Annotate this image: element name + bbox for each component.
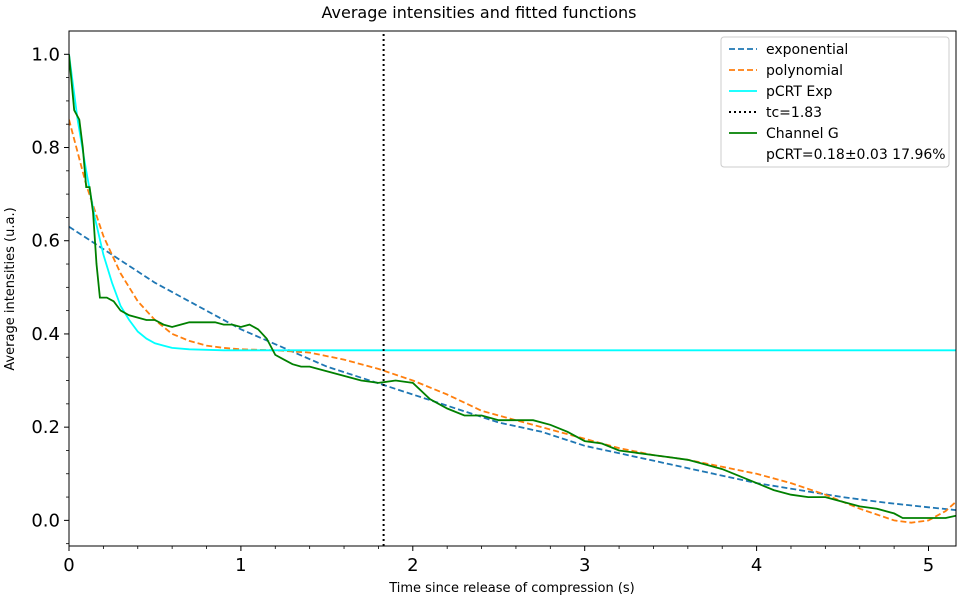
x-tick-label: 2 — [407, 555, 418, 576]
y-tick-label: 0.0 — [31, 510, 60, 531]
series-line-channel-g — [69, 54, 956, 519]
y-tick-label: 0.6 — [31, 231, 60, 252]
y-tick-label: 0.4 — [31, 324, 60, 345]
legend-pcrt-label: pCRT=0.18±0.03 17.96% — [766, 147, 946, 163]
plot-frame — [68, 30, 957, 547]
legend-box — [720, 36, 950, 168]
legend-entry-label: exponential — [766, 42, 848, 58]
x-axis-label: Time since release of compression (s) — [388, 581, 635, 596]
axes-layer: 0 1 2 3 4 5 0.0 0.2 0.4 0.6 0.8 1.0 — [31, 30, 957, 576]
x-tick-label: 4 — [751, 555, 762, 576]
x-tick-label: 3 — [579, 555, 590, 576]
chart-title: Average intensities and fitted functions — [322, 3, 637, 22]
x-tick-label: 0 — [63, 555, 74, 576]
legend-entry-label: tc=1.83 — [766, 105, 822, 121]
legend-entry-label: Channel G — [766, 126, 839, 142]
x-tick-label: 5 — [923, 555, 934, 576]
y-tick-label: 0.2 — [31, 417, 60, 438]
legend: exponential polynomial pCRT Exp tc=1.83 Chan… — [720, 36, 950, 168]
series-line-pcrt-exp — [69, 54, 956, 352]
legend-entry-label: polynomial — [766, 63, 843, 79]
y-axis-label: Average intensities (u.a.) — [3, 207, 18, 370]
legend-entry-label: pCRT Exp — [766, 84, 833, 100]
x-tick-label: 1 — [235, 555, 246, 576]
series-layer — [69, 31, 956, 546]
y-tick-label: 0.8 — [31, 138, 60, 159]
y-tick-label: 1.0 — [31, 44, 60, 65]
